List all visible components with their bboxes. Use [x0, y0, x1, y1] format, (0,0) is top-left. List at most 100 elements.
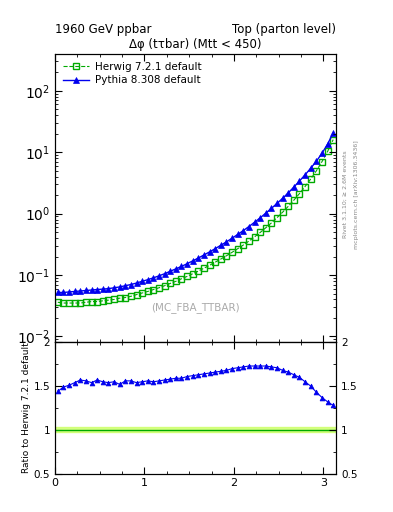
Pythia 8.308 default	[112, 285, 116, 291]
Pythia 8.308 default	[145, 276, 150, 283]
Pythia 8.308 default	[292, 184, 296, 190]
Text: Rivet 3.1.10; ≥ 2.6M events: Rivet 3.1.10; ≥ 2.6M events	[343, 151, 348, 239]
Pythia 8.308 default	[207, 249, 212, 255]
Pythia 8.308 default	[61, 289, 66, 295]
Pythia 8.308 default	[297, 178, 302, 184]
Pythia 8.308 default	[129, 282, 133, 288]
Herwig 7.2.1 default	[320, 159, 324, 165]
Herwig 7.2.1 default	[213, 259, 218, 265]
Herwig 7.2.1 default	[89, 298, 94, 305]
Text: Top (parton level): Top (parton level)	[232, 23, 336, 36]
Herwig 7.2.1 default	[309, 176, 313, 182]
Herwig 7.2.1 default	[61, 300, 66, 306]
Pythia 8.308 default	[190, 258, 195, 264]
Pythia 8.308 default	[140, 278, 145, 284]
Pythia 8.308 default	[55, 289, 60, 295]
Pythia 8.308 default	[106, 286, 111, 292]
Pythia 8.308 default	[320, 150, 324, 156]
Herwig 7.2.1 default	[219, 256, 223, 262]
Herwig 7.2.1 default	[179, 275, 184, 282]
Herwig 7.2.1 default	[84, 299, 88, 305]
Text: (MC_FBA_TTBAR): (MC_FBA_TTBAR)	[151, 302, 240, 313]
Text: 1960 GeV ppbar: 1960 GeV ppbar	[55, 23, 152, 36]
Herwig 7.2.1 default	[303, 183, 307, 189]
Pythia 8.308 default	[219, 242, 223, 248]
Pythia 8.308 default	[185, 261, 189, 267]
Pythia 8.308 default	[202, 252, 206, 258]
Pythia 8.308 default	[258, 215, 263, 221]
Herwig 7.2.1 default	[280, 209, 285, 215]
Pythia 8.308 default	[179, 263, 184, 269]
Pythia 8.308 default	[95, 287, 99, 293]
Herwig 7.2.1 default	[55, 299, 60, 305]
Herwig 7.2.1 default	[101, 298, 105, 304]
Herwig 7.2.1 default	[269, 220, 274, 226]
Pythia 8.308 default	[151, 275, 156, 281]
Pythia 8.308 default	[286, 190, 291, 196]
Pythia 8.308 default	[84, 287, 88, 293]
Pythia 8.308 default	[89, 287, 94, 293]
Pythia 8.308 default	[230, 235, 234, 241]
Pythia 8.308 default	[213, 246, 218, 252]
Pythia 8.308 default	[134, 280, 139, 286]
Herwig 7.2.1 default	[331, 137, 336, 143]
Pythia 8.308 default	[67, 289, 72, 295]
Herwig 7.2.1 default	[72, 300, 77, 306]
Pythia 8.308 default	[314, 158, 319, 164]
Pythia 8.308 default	[325, 141, 330, 147]
Herwig 7.2.1 default	[235, 246, 240, 252]
Herwig 7.2.1 default	[112, 296, 116, 303]
Pythia 8.308 default	[196, 255, 201, 261]
Herwig 7.2.1 default	[129, 293, 133, 300]
Pythia 8.308 default	[72, 288, 77, 294]
Text: mcplots.cern.ch [arXiv:1306.3436]: mcplots.cern.ch [arXiv:1306.3436]	[354, 140, 359, 249]
Herwig 7.2.1 default	[185, 273, 189, 280]
Pythia 8.308 default	[78, 288, 83, 294]
Herwig 7.2.1 default	[224, 252, 229, 259]
Pythia 8.308 default	[263, 210, 268, 216]
Title: Δφ (tτbar) (Mtt < 450): Δφ (tτbar) (Mtt < 450)	[129, 38, 262, 51]
Herwig 7.2.1 default	[162, 283, 167, 289]
Herwig 7.2.1 default	[263, 225, 268, 231]
Pythia 8.308 default	[235, 231, 240, 238]
Pythia 8.308 default	[309, 165, 313, 172]
Herwig 7.2.1 default	[202, 265, 206, 271]
Pythia 8.308 default	[303, 172, 307, 178]
Herwig 7.2.1 default	[286, 203, 291, 209]
Herwig 7.2.1 default	[173, 278, 178, 284]
Herwig 7.2.1 default	[106, 297, 111, 303]
Herwig 7.2.1 default	[297, 190, 302, 197]
Pythia 8.308 default	[275, 200, 279, 206]
Herwig 7.2.1 default	[145, 288, 150, 294]
Herwig 7.2.1 default	[123, 294, 128, 301]
Pythia 8.308 default	[162, 271, 167, 277]
Herwig 7.2.1 default	[134, 291, 139, 297]
Herwig 7.2.1 default	[151, 287, 156, 293]
Pythia 8.308 default	[173, 266, 178, 272]
Pythia 8.308 default	[157, 273, 162, 279]
Herwig 7.2.1 default	[252, 234, 257, 240]
Pythia 8.308 default	[123, 283, 128, 289]
Herwig 7.2.1 default	[157, 285, 162, 291]
Herwig 7.2.1 default	[207, 262, 212, 268]
Pythia 8.308 default	[252, 219, 257, 225]
Line: Herwig 7.2.1 default: Herwig 7.2.1 default	[55, 137, 336, 306]
Herwig 7.2.1 default	[230, 249, 234, 255]
Herwig 7.2.1 default	[78, 300, 83, 306]
Y-axis label: Ratio to Herwig 7.2.1 default: Ratio to Herwig 7.2.1 default	[22, 343, 31, 474]
Herwig 7.2.1 default	[241, 242, 246, 248]
Herwig 7.2.1 default	[196, 268, 201, 274]
Herwig 7.2.1 default	[292, 197, 296, 203]
Herwig 7.2.1 default	[314, 168, 319, 174]
Herwig 7.2.1 default	[190, 271, 195, 277]
Bar	[55, 427, 336, 433]
Herwig 7.2.1 default	[140, 290, 145, 296]
Herwig 7.2.1 default	[168, 281, 173, 287]
Pythia 8.308 default	[331, 130, 336, 136]
Pythia 8.308 default	[280, 195, 285, 201]
Pythia 8.308 default	[168, 268, 173, 274]
Pythia 8.308 default	[241, 227, 246, 233]
Herwig 7.2.1 default	[246, 238, 251, 244]
Pythia 8.308 default	[269, 205, 274, 211]
Herwig 7.2.1 default	[325, 148, 330, 155]
